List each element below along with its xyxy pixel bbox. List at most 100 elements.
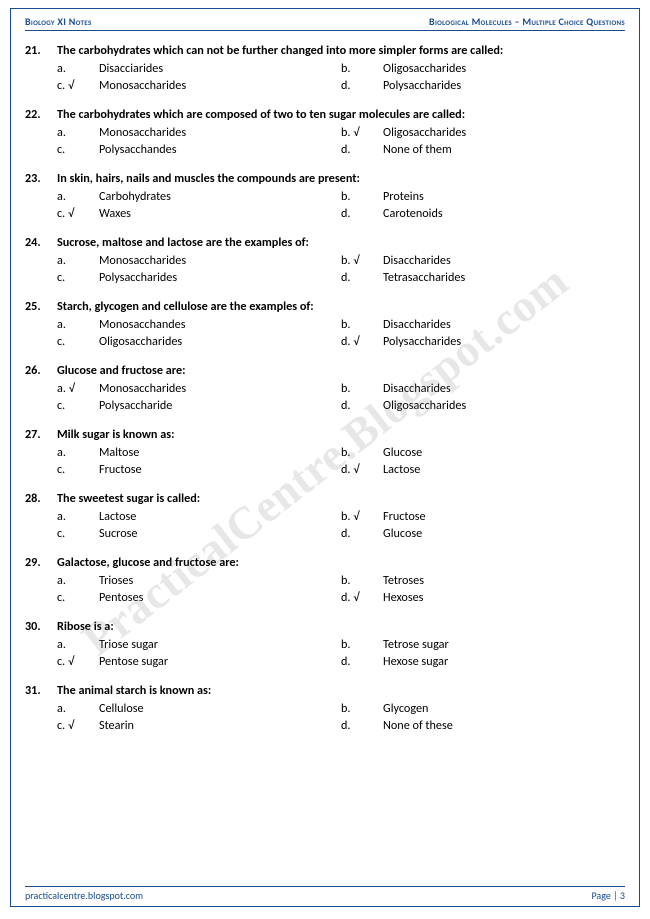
option-text: Sucrose bbox=[99, 526, 341, 541]
page-footer: practicalcentre.blogspot.com Page | 3 bbox=[25, 886, 625, 902]
question-text: Galactose, glucose and fructose are: bbox=[57, 555, 625, 570]
option-letter: d. √ bbox=[341, 590, 383, 605]
header-left: Biology XI Notes bbox=[25, 15, 92, 28]
option-text: Carotenoids bbox=[383, 206, 625, 221]
option-letter: b. √ bbox=[341, 509, 383, 524]
option-letter: a. bbox=[57, 573, 99, 588]
option-item: c.Oligosaccharides bbox=[57, 334, 341, 349]
option-text: Glucose bbox=[383, 526, 625, 541]
option-letter: b. bbox=[341, 381, 383, 396]
option-letter: b. bbox=[341, 573, 383, 588]
footer-right: Page | 3 bbox=[591, 889, 625, 902]
option-item: a.Carbohydrates bbox=[57, 189, 341, 204]
option-text: Lactose bbox=[383, 462, 625, 477]
option-text: Monosaccharides bbox=[99, 125, 341, 140]
option-letter: b. bbox=[341, 317, 383, 332]
options-row: c.Polysacchandesd.None of them bbox=[25, 142, 625, 157]
question-line: 27.Milk sugar is known as: bbox=[25, 427, 625, 442]
option-item: b. √Disaccharides bbox=[341, 253, 625, 268]
option-text: Oligosaccharides bbox=[99, 334, 341, 349]
question-line: 22.The carbohydrates which are composed … bbox=[25, 107, 625, 122]
option-text: None of these bbox=[383, 718, 625, 733]
option-item: c. √Pentose sugar bbox=[57, 654, 341, 669]
option-item: b.Disaccharides bbox=[341, 381, 625, 396]
question-line: 23.In skin, hairs, nails and muscles the… bbox=[25, 171, 625, 186]
option-item: b.Proteins bbox=[341, 189, 625, 204]
options-row: c. √Stearind.None of these bbox=[25, 718, 625, 733]
option-item: c.Pentoses bbox=[57, 590, 341, 605]
option-item: d.Hexose sugar bbox=[341, 654, 625, 669]
option-letter: c. bbox=[57, 270, 99, 285]
question-number: 31. bbox=[25, 683, 57, 698]
question-block: 31.The animal starch is known as: a.Cellu… bbox=[25, 683, 625, 733]
option-item: d. √Hexoses bbox=[341, 590, 625, 605]
option-letter: c. √ bbox=[57, 718, 99, 733]
options-row: c.Sucrosed.Glucose bbox=[25, 526, 625, 541]
question-block: 30.Ribose is a: a.Triose sugarb.Tetrose s… bbox=[25, 619, 625, 669]
option-item: c.Polysacchandes bbox=[57, 142, 341, 157]
option-item: c.Polysaccharides bbox=[57, 270, 341, 285]
option-letter: b. √ bbox=[341, 125, 383, 140]
option-letter: c. bbox=[57, 590, 99, 605]
option-letter: a. bbox=[57, 701, 99, 716]
question-line: 24.Sucrose, maltose and lactose are the … bbox=[25, 235, 625, 250]
option-item: d.Tetrasaccharides bbox=[341, 270, 625, 285]
option-text: Polysaccharides bbox=[383, 334, 625, 349]
question-line: 25.Starch, glycogen and cellulose are th… bbox=[25, 299, 625, 314]
option-item: d.None of them bbox=[341, 142, 625, 157]
footer-left: practicalcentre.blogspot.com bbox=[25, 889, 143, 902]
option-text: Stearin bbox=[99, 718, 341, 733]
question-line: 31.The animal starch is known as: bbox=[25, 683, 625, 698]
header-right: Biological Molecules – Multiple Choice Q… bbox=[429, 15, 625, 28]
option-item: a.Trioses bbox=[57, 573, 341, 588]
option-text: Cellulose bbox=[99, 701, 341, 716]
option-item: d. √Lactose bbox=[341, 462, 625, 477]
question-text: Glucose and fructose are: bbox=[57, 363, 625, 378]
question-block: 29.Galactose, glucose and fructose are: a… bbox=[25, 555, 625, 605]
options-row: c.Oligosaccharidesd. √Polysaccharides bbox=[25, 334, 625, 349]
option-text: Glucose bbox=[383, 445, 625, 460]
option-text: Tetrose sugar bbox=[383, 637, 625, 652]
option-letter: a. bbox=[57, 509, 99, 524]
option-item: b. √Oligosaccharides bbox=[341, 125, 625, 140]
option-text: Fructose bbox=[99, 462, 341, 477]
question-text: The carbohydrates which can not be furth… bbox=[57, 43, 625, 58]
option-letter: d. bbox=[341, 718, 383, 733]
option-letter: a. bbox=[57, 317, 99, 332]
option-text: Monosacchandes bbox=[99, 317, 341, 332]
option-item: d.Oligosaccharides bbox=[341, 398, 625, 413]
option-text: Polysacchandes bbox=[99, 142, 341, 157]
option-letter: b. √ bbox=[341, 253, 383, 268]
option-text: Pentoses bbox=[99, 590, 341, 605]
options-row: c. √Waxesd.Carotenoids bbox=[25, 206, 625, 221]
option-letter: d. bbox=[341, 78, 383, 93]
question-line: 28.The sweetest sugar is called: bbox=[25, 491, 625, 506]
question-number: 21. bbox=[25, 43, 57, 58]
option-item: b.Disaccharides bbox=[341, 317, 625, 332]
option-text: Glycogen bbox=[383, 701, 625, 716]
option-item: d.Carotenoids bbox=[341, 206, 625, 221]
option-text: Maltose bbox=[99, 445, 341, 460]
option-text: Monosaccharides bbox=[99, 78, 341, 93]
option-item: b.Tetrose sugar bbox=[341, 637, 625, 652]
option-item: c.Fructose bbox=[57, 462, 341, 477]
option-item: b.Glucose bbox=[341, 445, 625, 460]
question-text: The carbohydrates which are composed of … bbox=[57, 107, 625, 122]
option-letter: c. bbox=[57, 526, 99, 541]
option-letter: a. bbox=[57, 61, 99, 76]
option-text: Lactose bbox=[99, 509, 341, 524]
question-number: 30. bbox=[25, 619, 57, 634]
page-header: Biology XI Notes Biological Molecules – … bbox=[25, 15, 625, 31]
option-letter: d. √ bbox=[341, 462, 383, 477]
option-text: Monosaccharides bbox=[99, 253, 341, 268]
option-item: a.Cellulose bbox=[57, 701, 341, 716]
options-row: a.Triose sugarb.Tetrose sugar bbox=[25, 637, 625, 652]
option-letter: a. bbox=[57, 637, 99, 652]
option-letter: c. bbox=[57, 462, 99, 477]
question-block: 26.Glucose and fructose are:a. √Monosacc… bbox=[25, 363, 625, 413]
question-line: 29.Galactose, glucose and fructose are: bbox=[25, 555, 625, 570]
option-item: a.Lactose bbox=[57, 509, 341, 524]
options-row: a.Lactoseb. √Fructose bbox=[25, 509, 625, 524]
question-text: Ribose is a: bbox=[57, 619, 625, 634]
option-item: b.Tetroses bbox=[341, 573, 625, 588]
